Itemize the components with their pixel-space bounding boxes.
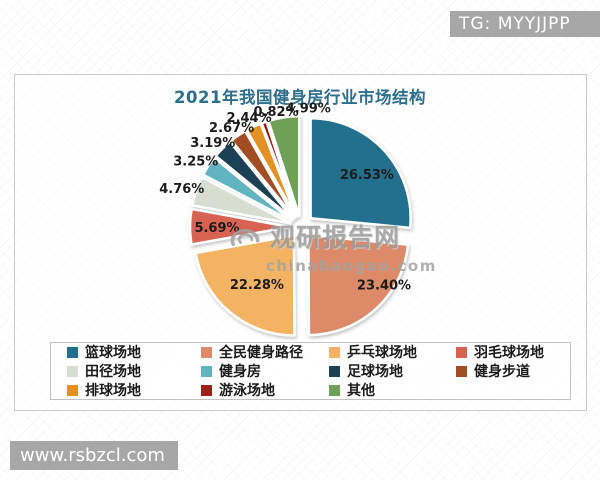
pie-slice-label-4: 4.76%: [159, 182, 204, 197]
legend-label-7: 健身步道: [474, 364, 530, 380]
pie-slice-label-0: 26.53%: [340, 168, 394, 183]
pie-slice-0: [309, 117, 412, 230]
legend-label-3: 羽毛球场地: [474, 345, 544, 361]
pie-slice-label-2: 22.28%: [230, 278, 284, 293]
legend-item-5: 健身房: [201, 363, 329, 380]
legend-swatch-0: [67, 346, 78, 358]
pie-slice-4: [190, 175, 292, 225]
chart-title: 2021年我国健身房行业市场结构: [174, 88, 426, 107]
legend-swatch-2: [329, 346, 340, 358]
legend-swatch-6: [329, 365, 340, 377]
legend-label-2: 乒乓球场地: [347, 345, 417, 361]
legend-swatch-10: [329, 384, 340, 396]
legend-swatch-9: [201, 384, 212, 396]
pie-slice-1: [307, 233, 410, 337]
legend-swatch-5: [201, 365, 212, 377]
pie-slice-label-10: 4.99%: [286, 102, 331, 117]
legend-item-0: 篮球场地: [67, 344, 201, 361]
legend-item-2: 乒乓球场地: [329, 344, 456, 361]
legend: 篮球场地 全民健身路径 乒乓球场地 羽毛球场地田径场地 健身房 足球场地 健身步道排球场地 游…: [50, 342, 571, 400]
pie-slice-label-8: 2.44%: [227, 111, 272, 126]
legend-item-4: 田径场地: [67, 363, 201, 380]
legend-label-6: 足球场地: [347, 364, 403, 380]
legend-label-9: 游泳场地: [219, 383, 275, 399]
pie-slice-10: [267, 114, 301, 218]
pie-slice-label-6: 3.19%: [190, 136, 235, 151]
pie-slice-3: [188, 207, 292, 246]
legend-swatch-1: [201, 346, 212, 358]
legend-swatch-7: [456, 365, 467, 377]
pie-slice-label-7: 2.67%: [209, 121, 254, 136]
legend-label-5: 健身房: [219, 364, 261, 380]
legend-label-0: 篮球场地: [85, 345, 141, 361]
site-badge: www.rsbzcl.com: [10, 441, 178, 470]
legend-item-7: 健身步道: [456, 363, 570, 380]
legend-label-8: 排球场地: [85, 383, 141, 399]
legend-label-10: 其他: [347, 383, 375, 399]
legend-item-10: 其他: [329, 382, 456, 399]
legend-swatch-8: [67, 384, 78, 396]
legend-item-3: 羽毛球场地: [456, 344, 570, 361]
pie-slice-label-9: 0.82%: [254, 105, 299, 120]
pie-slice-label-5: 3.25%: [173, 155, 218, 170]
pie-slice-9: [260, 120, 299, 218]
pie-slice-5: [201, 156, 294, 223]
pie-slice-label-1: 23.40%: [357, 278, 411, 293]
legend-item-8: 排球场地: [67, 382, 201, 399]
legend-label-4: 田径场地: [85, 364, 141, 380]
pie-slice-label-3: 5.69%: [194, 221, 239, 236]
legend-item-1: 全民健身路径: [201, 344, 329, 361]
legend-label-1: 全民健身路径: [219, 345, 303, 361]
pie-slice-7: [230, 129, 297, 220]
tg-badge: TG: MYYJJPP: [450, 11, 600, 37]
legend-item-6: 足球场地: [329, 363, 456, 380]
pie-slice-2: [194, 234, 296, 337]
pie-slice-6: [214, 140, 295, 221]
legend-swatch-4: [67, 365, 78, 377]
legend-item-9: 游泳场地: [201, 382, 329, 399]
legend-swatch-3: [456, 346, 467, 358]
